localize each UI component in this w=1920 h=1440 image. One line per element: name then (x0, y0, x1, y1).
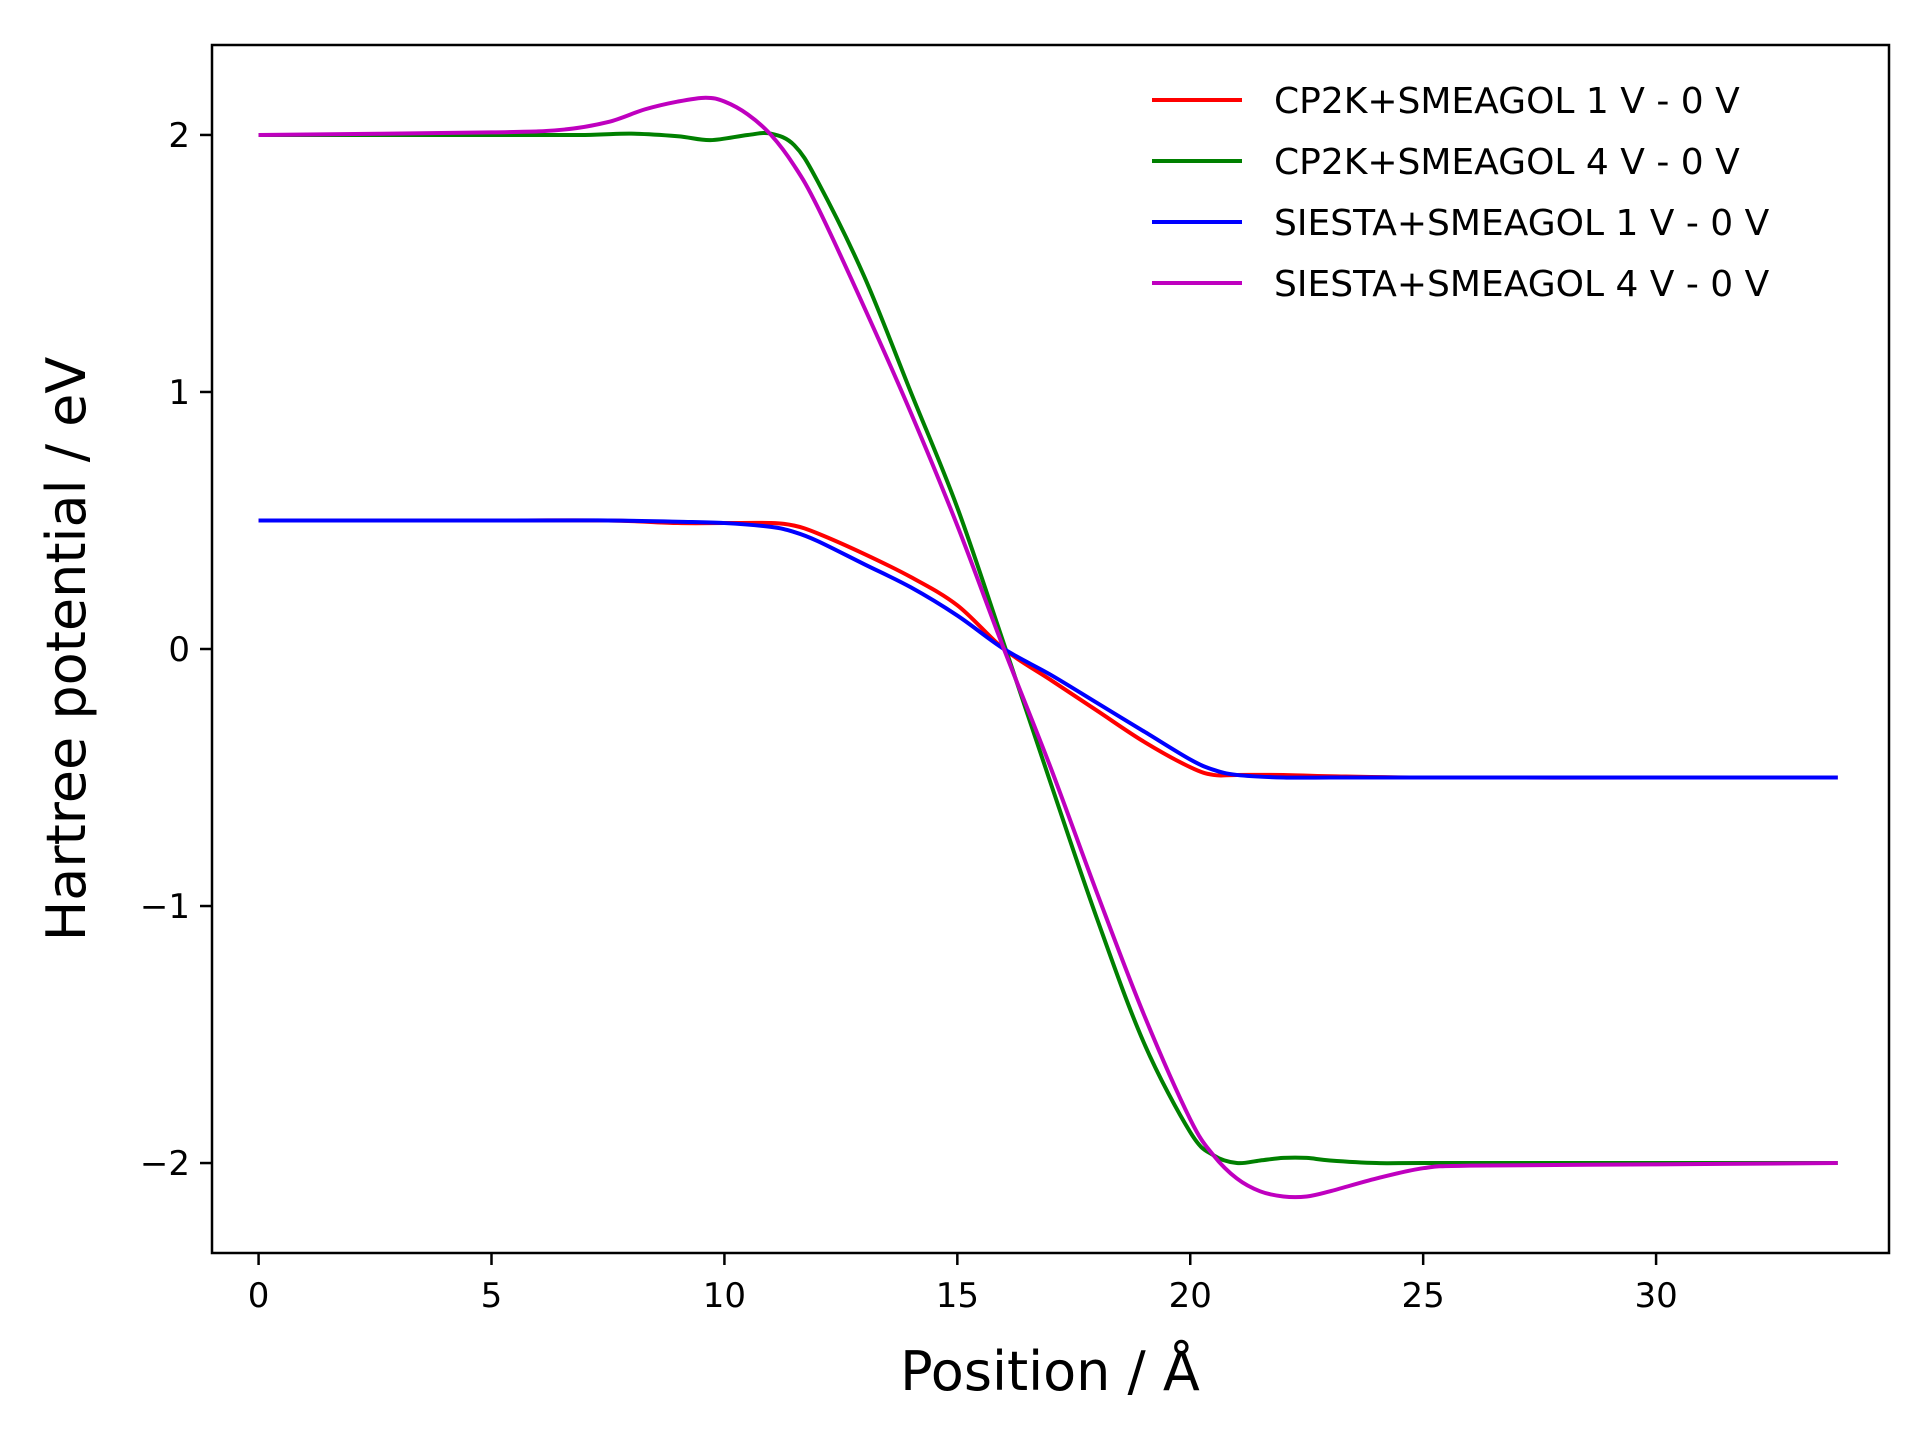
y-axis-ticks: 2 1 0 −1 −2 (140, 116, 212, 1184)
series-line-2 (258, 130, 1838, 1166)
x-tick-label: 25 (1402, 1276, 1445, 1316)
series-layer (258, 95, 1838, 1200)
y-tick-label: 1 (168, 373, 190, 413)
x-tick-label: 5 (481, 1276, 503, 1316)
legend-label-2: CP2K+SMEAGOL 4 V - 0 V (1274, 142, 1740, 183)
x-tick-label: 15 (936, 1276, 979, 1316)
legend-label-1: CP2K+SMEAGOL 1 V - 0 V (1274, 81, 1740, 122)
series-line-1 (258, 518, 1838, 780)
y-tick-label: −2 (140, 1144, 190, 1184)
legend: CP2K+SMEAGOL 1 V - 0 V CP2K+SMEAGOL 4 V -… (1152, 81, 1770, 305)
y-tick-label: 0 (168, 630, 190, 670)
x-tick-label: 10 (703, 1276, 746, 1316)
x-tick-label: 0 (248, 1276, 270, 1316)
x-tick-label: 20 (1169, 1276, 1212, 1316)
x-axis-ticks: 0 5 10 15 20 25 30 (248, 1253, 1678, 1316)
series-line-4 (258, 95, 1838, 1200)
series-line-3 (258, 518, 1838, 780)
y-tick-label: 2 (168, 116, 190, 156)
legend-label-3: SIESTA+SMEAGOL 1 V - 0 V (1274, 203, 1770, 244)
x-tick-label: 30 (1634, 1276, 1677, 1316)
y-axis-label: Hartree potential / eV (35, 357, 98, 942)
legend-label-4: SIESTA+SMEAGOL 4 V - 0 V (1274, 264, 1770, 305)
y-tick-label: −1 (140, 887, 190, 927)
x-axis-label: Position / Å (900, 1339, 1200, 1403)
